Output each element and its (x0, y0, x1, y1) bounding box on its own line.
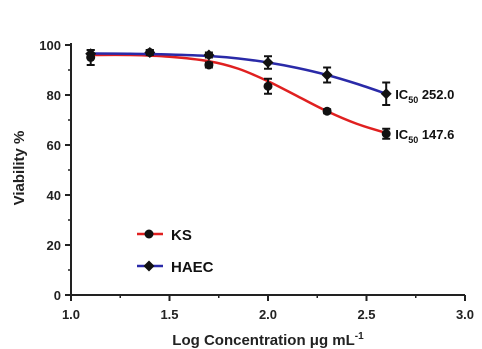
series-ks (86, 48, 391, 140)
series-layer (85, 47, 392, 140)
tick-marks (65, 44, 466, 301)
data-point-haec (144, 47, 156, 58)
legend: KS HAEC (137, 227, 214, 276)
data-point-ks (381, 129, 391, 139)
series-line-haec (90, 52, 387, 95)
legend-item-ks: KS (137, 227, 192, 244)
tick-labels: 0 20 40 60 80 100 1.0 1.5 2.0 2.5 3.0 (39, 38, 474, 322)
y-axis-title: Viability % (11, 131, 28, 206)
ic50-annotation-haec: IC50 252.0 (395, 87, 454, 105)
data-point-ks (322, 106, 332, 116)
data-point-ks (204, 60, 214, 70)
y-tick-label: 60 (47, 138, 61, 153)
legend-label: HAEC (171, 259, 214, 276)
y-tick-label: 0 (54, 288, 61, 303)
annotations: IC50 147.6 IC50 252.0 (395, 87, 454, 145)
series-line-ks (90, 53, 387, 135)
series-haec (85, 47, 392, 106)
legend-marker-haec (143, 260, 155, 272)
x-axis-title: Log Concentration μg mL-1 (172, 331, 364, 349)
x-tick-label: 2.5 (357, 307, 375, 322)
data-point-haec (321, 69, 333, 81)
ic50-annotation-ks: IC50 147.6 (395, 127, 454, 145)
x-tick-label: 1.0 (62, 307, 80, 322)
data-point-ks (263, 81, 273, 91)
data-point-haec (380, 88, 392, 100)
y-tick-label: 80 (47, 88, 61, 103)
y-tick-label: 20 (47, 238, 61, 253)
x-tick-label: 1.5 (160, 307, 178, 322)
x-tick-label: 2.0 (259, 307, 277, 322)
legend-label: KS (171, 227, 192, 244)
data-point-haec (203, 49, 215, 61)
data-point-haec (262, 57, 274, 68)
data-point-haec (85, 48, 97, 60)
legend-marker-ks (144, 229, 154, 239)
legend-item-haec: HAEC (137, 259, 214, 276)
y-tick-label: 40 (47, 188, 61, 203)
y-tick-label: 100 (39, 38, 61, 53)
x-tick-label: 3.0 (456, 307, 474, 322)
